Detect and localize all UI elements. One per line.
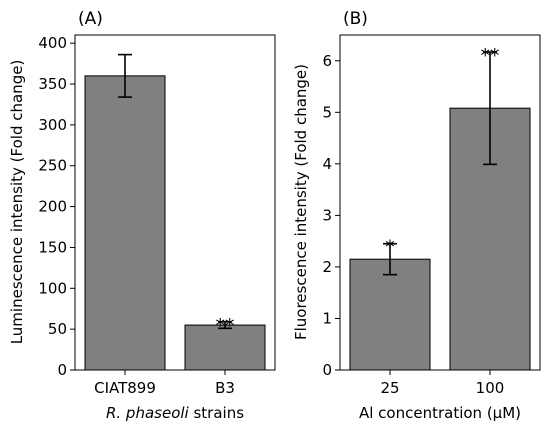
y-tick-label: 3 [322, 206, 332, 224]
panel-label-b: (B) [343, 9, 368, 29]
y-tick-label: 300 [38, 116, 67, 134]
plot-frame-b [339, 34, 541, 371]
y-tick-label: 200 [38, 198, 67, 216]
y-tick-label: 0 [322, 361, 332, 379]
bar [184, 324, 266, 371]
y-axis-label-b: Fluorescence intensity (Fold change) [292, 64, 310, 340]
y-tick-label: 6 [322, 52, 332, 70]
x-tick-label: 100 [476, 379, 505, 397]
y-tick-label: 50 [48, 320, 67, 338]
bars-b: 0 1 2 3 4 5 6 * 25 ** 100 [322, 45, 531, 397]
y-tick-label: 5 [322, 103, 332, 121]
significance-marker: ** [481, 45, 500, 67]
y-tick-label: 400 [38, 34, 67, 52]
plot-frame-a [74, 34, 276, 371]
bar [349, 258, 431, 371]
x-axis-label-a-italic: R. phaseoli [106, 404, 190, 422]
x-axis-label-a-rest: strains [189, 404, 244, 422]
x-tick-label: B3 [215, 379, 235, 397]
y-tick-label: 4 [322, 155, 332, 173]
y-tick-label: 250 [38, 157, 67, 175]
bar [84, 75, 166, 371]
y-tick-label: 150 [38, 238, 67, 256]
y-tick-label: 2 [322, 258, 332, 276]
significance-marker: * [385, 237, 395, 259]
y-tick-label: 100 [38, 279, 67, 297]
significance-marker: ** [216, 315, 235, 337]
x-axis-label-a: R. phaseoli strains [106, 404, 244, 422]
x-tick-label: CIAT899 [94, 379, 156, 397]
y-tick-label: 0 [57, 361, 67, 379]
y-tick-label: 1 [322, 309, 332, 327]
panel-a: (A) Luminescence intensity (Fold change)… [8, 9, 276, 422]
x-tick-label: 25 [380, 379, 399, 397]
bars-a: 0 50 100 150 200 250 300 350 400 CIAT899 ** B3 [38, 34, 266, 397]
panel-label-a: (A) [78, 9, 103, 29]
y-tick-label: 350 [38, 75, 67, 93]
panel-b: (B) Fluorescence intensity (Fold change)… [292, 9, 541, 422]
y-axis-label-a: Luminescence intensity (Fold change) [8, 60, 26, 345]
x-axis-label-b: Al concentration (μM) [359, 404, 521, 422]
